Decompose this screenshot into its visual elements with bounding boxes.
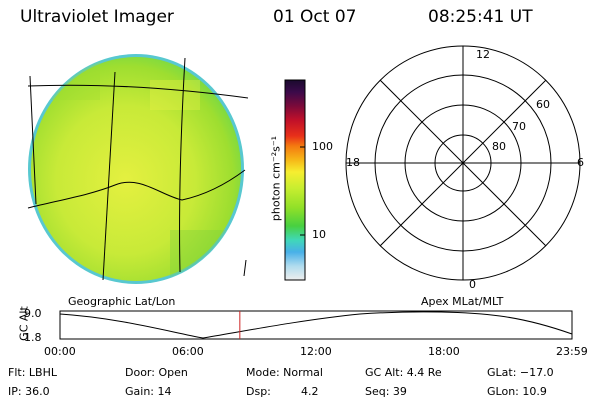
geographic-grid	[27, 57, 249, 281]
x-tick-0000: 00:00	[44, 345, 76, 358]
mlt-label-0: 0	[469, 278, 476, 291]
colorbar-tick-10: 10	[312, 228, 326, 241]
color-bar	[284, 79, 306, 281]
status-dsp-value: 4.2	[301, 385, 319, 398]
mlat-label-60: 60	[536, 98, 550, 111]
status-dsp-label: Dsp:	[246, 385, 271, 398]
status-seq: Seq: 39	[365, 385, 407, 398]
status-ip: IP: 36.0	[8, 385, 50, 398]
status-door: Door: Open	[125, 366, 188, 379]
mlt-label-18: 18	[346, 156, 360, 169]
altitude-plot	[59, 310, 573, 340]
status-gain: Gain: 14	[125, 385, 172, 398]
status-mode: Mode: Normal	[246, 366, 323, 379]
mlat-label-70: 70	[512, 120, 526, 133]
app-title: Ultraviolet Imager	[20, 7, 174, 27]
altitude-ymin: 1.8	[24, 331, 42, 344]
geo-panel-label: Geographic Lat/Lon	[68, 295, 176, 308]
status-gc-alt: GC Alt: 4.4 Re	[365, 366, 442, 379]
polar-plot	[345, 45, 581, 281]
x-tick-0600: 06:00	[172, 345, 204, 358]
colorbar-tick-100: 100	[312, 140, 333, 153]
header-date: 01 Oct 07	[273, 7, 357, 27]
mlt-label-6: 6	[577, 156, 584, 169]
x-tick-1800: 18:00	[428, 345, 460, 358]
status-filter: Flt: LBHL	[8, 366, 57, 379]
colorbar-unit-label: photon cm⁻²s⁻¹	[269, 135, 283, 222]
x-tick-1200: 12:00	[300, 345, 332, 358]
earth-disc	[28, 54, 244, 284]
status-glon: GLon: 10.9	[487, 385, 547, 398]
x-tick-2359: 23:59	[556, 345, 588, 358]
header-time: 08:25:41 UT	[428, 7, 533, 27]
mlt-label-12: 12	[476, 48, 490, 61]
mlat-label-80: 80	[492, 140, 506, 153]
polar-panel-label: Apex MLat/MLT	[421, 295, 504, 308]
altitude-ymax: 9.0	[24, 307, 42, 320]
status-glat: GLat: −17.0	[487, 366, 554, 379]
